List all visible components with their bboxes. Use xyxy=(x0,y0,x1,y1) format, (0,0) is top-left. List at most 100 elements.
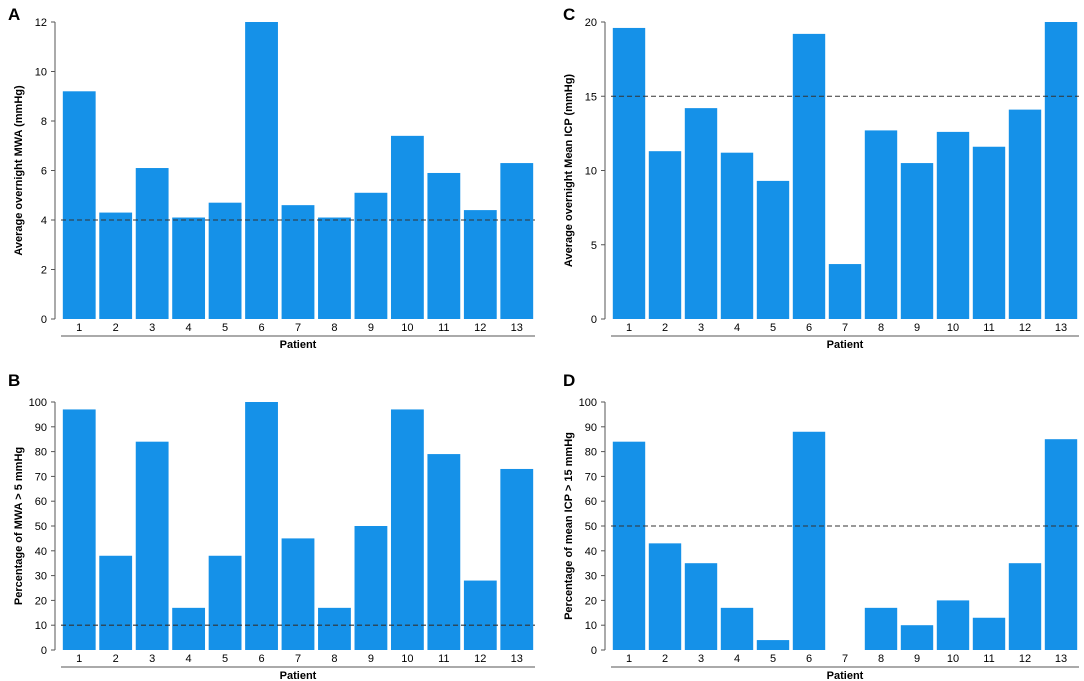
bar-patient-12 xyxy=(463,210,497,319)
y-tick-label: 30 xyxy=(585,571,597,583)
bar-patient-10 xyxy=(390,409,424,650)
y-tick-label: 15 xyxy=(585,91,597,103)
x-tick-label: 7 xyxy=(295,322,301,334)
bar-patient-7 xyxy=(828,264,862,319)
bar-patient-3 xyxy=(684,108,718,319)
x-tick-label: 1 xyxy=(626,322,632,334)
x-tick-label: 6 xyxy=(806,653,812,665)
x-tick-label: 8 xyxy=(878,322,884,334)
y-tick-label: 100 xyxy=(579,397,597,409)
bar-patient-1 xyxy=(612,27,646,319)
bar-patient-3 xyxy=(135,168,169,319)
y-tick-label: 20 xyxy=(585,595,597,607)
bar-patient-4 xyxy=(720,152,754,319)
x-tick-label: 7 xyxy=(842,653,848,665)
x-tick-label: 11 xyxy=(983,322,994,334)
bar-patient-9 xyxy=(354,192,388,319)
x-tick-label: 10 xyxy=(401,322,413,334)
bar-patient-11 xyxy=(972,617,1006,650)
x-tick-label: 1 xyxy=(76,322,82,334)
bar-patient-13 xyxy=(500,163,534,319)
y-tick-label: 0 xyxy=(41,645,47,657)
y-tick-label: 8 xyxy=(41,116,47,128)
x-tick-label: 4 xyxy=(186,322,192,334)
x-tick-label: 2 xyxy=(113,653,119,665)
bar-patient-5 xyxy=(756,640,790,650)
x-tick-label: 4 xyxy=(734,322,740,334)
bar-patient-7 xyxy=(281,205,315,319)
x-tick-label: 9 xyxy=(914,322,920,334)
x-tick-label: 2 xyxy=(113,322,119,334)
y-tick-label: 50 xyxy=(35,521,47,533)
y-tick-label: 10 xyxy=(585,620,597,632)
x-tick-label: 10 xyxy=(401,653,413,665)
bar-patient-4 xyxy=(172,607,206,650)
bar-patient-11 xyxy=(972,146,1006,319)
bar-patient-6 xyxy=(245,402,278,650)
bar-patient-9 xyxy=(354,526,388,650)
y-tick-label: 40 xyxy=(585,546,597,558)
y-tick-label: 2 xyxy=(41,265,47,277)
y-tick-label: 10 xyxy=(585,166,597,178)
y-tick-label: 4 xyxy=(41,215,47,227)
panel-letter: D xyxy=(563,371,575,390)
x-tick-label: 3 xyxy=(698,653,704,665)
x-tick-label: 5 xyxy=(222,653,228,665)
x-tick-label: 12 xyxy=(1019,653,1031,665)
bar-patient-4 xyxy=(720,607,754,650)
x-tick-label: 9 xyxy=(368,322,374,334)
y-tick-label: 10 xyxy=(35,620,47,632)
y-tick-label: 90 xyxy=(585,422,597,434)
y-axis-title: Average overnight Mean ICP (mmHg) xyxy=(563,74,575,267)
y-tick-label: 20 xyxy=(585,17,597,29)
y-tick-label: 6 xyxy=(41,166,47,178)
x-tick-label: 1 xyxy=(626,653,632,665)
bar-patient-13 xyxy=(1044,22,1078,319)
bar-patient-12 xyxy=(1008,563,1042,650)
bar-patient-11 xyxy=(427,454,461,650)
bar-patient-10 xyxy=(936,131,970,319)
x-axis-title: Patient xyxy=(827,339,864,351)
x-tick-label: 8 xyxy=(331,322,337,334)
x-tick-label: 13 xyxy=(511,322,523,334)
x-tick-label: 13 xyxy=(511,653,523,665)
y-axis-title: Average overnight MWA (mmHg) xyxy=(13,85,25,256)
bar-patient-8 xyxy=(318,607,351,650)
bar-patient-3 xyxy=(135,441,169,650)
bar-patient-5 xyxy=(756,180,790,319)
bar-patient-9 xyxy=(900,625,934,650)
x-tick-label: 12 xyxy=(1019,322,1031,334)
x-tick-label: 10 xyxy=(947,653,959,665)
bar-patient-2 xyxy=(648,543,682,650)
y-tick-label: 30 xyxy=(35,571,47,583)
y-tick-label: 20 xyxy=(35,595,47,607)
x-tick-label: 13 xyxy=(1055,322,1067,334)
y-tick-label: 80 xyxy=(35,447,47,459)
x-tick-label: 9 xyxy=(368,653,374,665)
panel-letter: A xyxy=(8,5,20,24)
y-tick-label: 12 xyxy=(35,17,47,29)
y-tick-label: 60 xyxy=(585,496,597,508)
y-tick-label: 80 xyxy=(585,447,597,459)
x-tick-label: 6 xyxy=(258,322,264,334)
y-tick-label: 70 xyxy=(35,471,47,483)
y-tick-label: 100 xyxy=(29,397,47,409)
x-tick-label: 7 xyxy=(295,653,301,665)
bar-patient-6 xyxy=(792,33,826,319)
bar-patient-8 xyxy=(864,130,898,319)
bar-patient-2 xyxy=(648,151,682,319)
x-tick-label: 4 xyxy=(734,653,740,665)
x-tick-label: 10 xyxy=(947,322,959,334)
x-tick-label: 3 xyxy=(149,322,155,334)
bar-patient-10 xyxy=(390,135,424,319)
x-tick-label: 12 xyxy=(474,653,486,665)
x-tick-label: 6 xyxy=(806,322,812,334)
x-tick-label: 5 xyxy=(770,653,776,665)
x-axis-title: Patient xyxy=(280,670,317,681)
x-tick-label: 11 xyxy=(983,653,994,665)
bar-patient-1 xyxy=(612,441,646,650)
bar-patient-5 xyxy=(208,202,242,319)
